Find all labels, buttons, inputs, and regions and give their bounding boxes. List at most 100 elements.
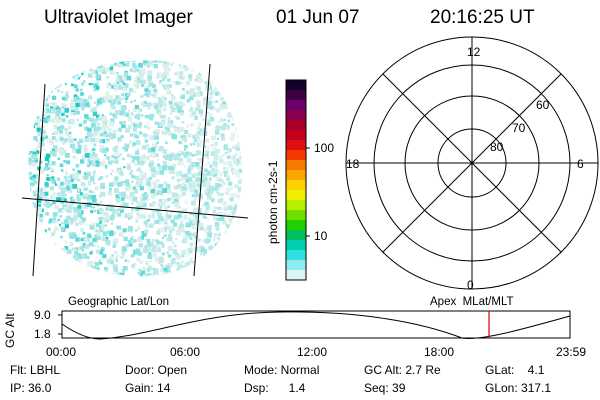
uv-speckle [45, 103, 50, 108]
uv-speckle [153, 102, 159, 108]
uv-speckle [238, 63, 243, 69]
uv-speckle [53, 277, 57, 281]
uv-speckle [248, 162, 251, 165]
uv-speckle [177, 216, 181, 220]
uv-speckle [28, 139, 30, 142]
uv-speckle [196, 100, 201, 105]
uv-speckle [197, 104, 201, 109]
uv-speckle [236, 213, 239, 216]
uv-speckle [227, 99, 232, 105]
uv-speckle [225, 60, 231, 63]
uv-speckle [105, 94, 109, 98]
uv-speckle [215, 211, 220, 216]
uv-speckle [221, 72, 225, 76]
uv-speckle [232, 210, 237, 216]
uv-speckle [183, 236, 188, 241]
uv-speckle [207, 225, 212, 230]
uv-speckle [30, 104, 35, 109]
uv-speckle [235, 221, 239, 225]
uv-speckle [219, 251, 222, 254]
uv-speckle [162, 165, 167, 171]
uv-speckle [136, 148, 139, 151]
uv-speckle [82, 194, 88, 200]
uv-speckle [90, 160, 94, 164]
uv-speckle [32, 71, 35, 74]
uv-speckle [111, 84, 116, 89]
uv-speckle [223, 166, 228, 171]
uv-speckle [121, 250, 126, 255]
uv-speckle [156, 179, 160, 183]
uv-speckle [161, 77, 166, 81]
uv-speckle [58, 223, 62, 227]
uv-speckle [109, 121, 114, 125]
uv-speckle [52, 270, 56, 274]
uv-speckle [49, 195, 55, 200]
uv-speckle [247, 270, 252, 275]
uv-speckle [163, 61, 167, 64]
uv-speckle [38, 96, 44, 102]
uv-speckle [52, 217, 56, 221]
uv-speckle [65, 257, 71, 263]
uv-speckle [243, 262, 248, 267]
uv-speckle [138, 131, 142, 135]
uv-speckle [205, 258, 209, 261]
uv-speckle [79, 193, 84, 198]
uv-speckle [87, 261, 92, 266]
uv-speckle [104, 154, 107, 157]
uv-speckle [181, 215, 187, 221]
uv-speckle [213, 217, 217, 221]
uv-speckle [60, 181, 64, 186]
colorbar-tick-label-10: 10 [314, 229, 328, 243]
uv-speckle [247, 105, 249, 107]
uv-speckle [118, 141, 121, 144]
uv-speckle [182, 265, 187, 270]
uv-speckle [116, 71, 119, 75]
uv-speckle [30, 86, 33, 89]
uv-speckle [88, 95, 93, 100]
uv-speckle [244, 275, 247, 278]
graticule-line [32, 83, 46, 277]
uv-speckle [64, 131, 69, 136]
uv-speckle [207, 111, 210, 114]
uv-speckle [147, 249, 152, 254]
uv-speckle [37, 132, 42, 137]
uv-speckle [240, 142, 243, 147]
uv-speckle [108, 160, 113, 165]
uv-speckle [75, 61, 79, 65]
uv-speckle [201, 129, 205, 133]
uv-speckle [202, 273, 206, 277]
uv-speckle [53, 103, 57, 108]
uv-speckle [63, 96, 68, 101]
uv-speckle [146, 268, 151, 272]
uv-speckle [134, 124, 139, 129]
uv-speckle [54, 116, 58, 120]
uv-speckle [189, 187, 195, 193]
uv-speckle [177, 213, 182, 218]
uv-speckle [55, 138, 59, 142]
uv-speckle [161, 100, 166, 106]
uv-speckle [82, 232, 86, 235]
uv-speckle [162, 155, 166, 159]
uv-speckle [163, 206, 167, 210]
uv-speckle [228, 181, 233, 186]
uv-speckle [222, 63, 225, 66]
uv-speckle [104, 224, 107, 227]
uv-speckle [243, 237, 248, 242]
uv-speckle [80, 280, 83, 283]
uv-speckle [139, 126, 142, 129]
uv-speckle [200, 114, 203, 118]
uv-speckle [84, 205, 87, 208]
uv-speckle [31, 154, 36, 159]
uv-speckle [113, 115, 118, 120]
uv-speckle [69, 274, 73, 277]
uv-speckle [212, 274, 216, 277]
uv-speckle [154, 257, 159, 262]
uv-speckle [101, 65, 105, 70]
uv-speckle [122, 228, 127, 233]
timeline-xtick-label: 00:00 [46, 345, 77, 359]
uv-speckle [35, 60, 38, 61]
uv-speckle [54, 264, 58, 268]
uv-speckle [39, 268, 42, 271]
uv-speckle [28, 68, 33, 73]
uv-speckle [198, 75, 202, 79]
